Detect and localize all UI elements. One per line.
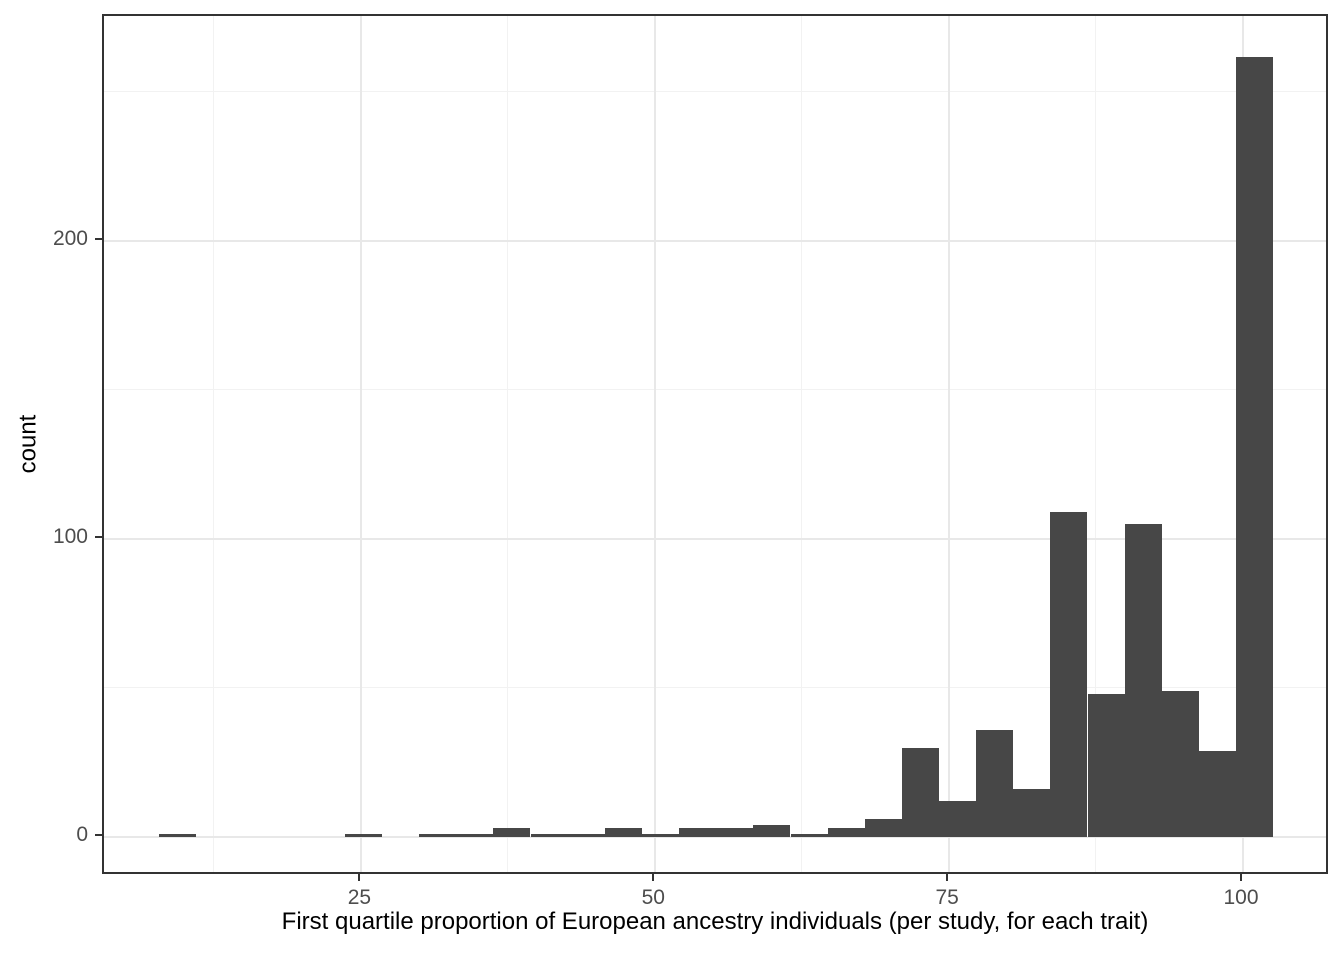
histogram-bar <box>716 828 754 837</box>
histogram-bar <box>976 729 1014 837</box>
x-major-gridline <box>948 16 951 872</box>
histogram-bar <box>567 834 605 837</box>
x-major-gridline <box>360 16 363 872</box>
x-tick-label: 50 <box>641 886 665 909</box>
plot-panel <box>102 14 1328 874</box>
y-minor-gridline <box>104 91 1326 93</box>
y-minor-gridline <box>104 389 1326 391</box>
y-major-gridline <box>104 240 1326 243</box>
histogram-bar <box>1013 789 1051 837</box>
y-major-gridline <box>104 835 1326 838</box>
y-tick-mark <box>95 238 102 241</box>
histogram-bar <box>419 834 457 837</box>
x-minor-gridline <box>507 16 509 872</box>
histogram-bar <box>1198 750 1236 837</box>
histogram-bar <box>790 834 828 837</box>
x-tick-label: 100 <box>1223 886 1259 909</box>
x-minor-gridline <box>801 16 803 872</box>
y-tick-label: 100 <box>52 525 88 549</box>
y-tick-mark <box>95 536 102 539</box>
x-axis-title: First quartile proportion of European an… <box>281 908 1149 935</box>
histogram-bar <box>1236 56 1274 837</box>
x-tick-mark <box>652 874 655 881</box>
histogram-bar <box>493 828 531 837</box>
y-axis-title: count <box>14 414 42 474</box>
x-tick-mark <box>946 874 949 881</box>
histogram-bar <box>344 834 382 837</box>
histogram-bar <box>1161 691 1199 837</box>
histogram-bar <box>456 834 494 837</box>
histogram-bar <box>1124 524 1162 837</box>
x-minor-gridline <box>213 16 215 872</box>
x-tick-label: 25 <box>347 886 372 909</box>
histogram-bar <box>1050 512 1088 837</box>
histogram-bar <box>864 819 902 837</box>
histogram-bar <box>159 834 197 837</box>
histogram-bar <box>530 834 568 837</box>
y-tick-mark <box>95 833 102 836</box>
x-major-gridline <box>654 16 657 872</box>
x-tick-label: 75 <box>935 886 959 909</box>
x-tick-mark <box>1240 874 1243 881</box>
histogram-bar <box>901 747 939 837</box>
y-minor-gridline <box>104 687 1326 689</box>
histogram-bar <box>938 801 976 837</box>
histogram-bar <box>604 828 642 837</box>
x-minor-gridline <box>1095 16 1097 872</box>
histogram-bar <box>753 825 791 837</box>
histogram-bar <box>1087 694 1125 837</box>
y-major-gridline <box>104 538 1326 541</box>
y-tick-label: 0 <box>76 822 88 846</box>
histogram-bar <box>641 834 679 837</box>
y-tick-label: 200 <box>52 227 88 251</box>
histogram-bar <box>679 828 717 837</box>
x-tick-mark <box>358 874 361 881</box>
histogram-bar <box>827 828 865 837</box>
